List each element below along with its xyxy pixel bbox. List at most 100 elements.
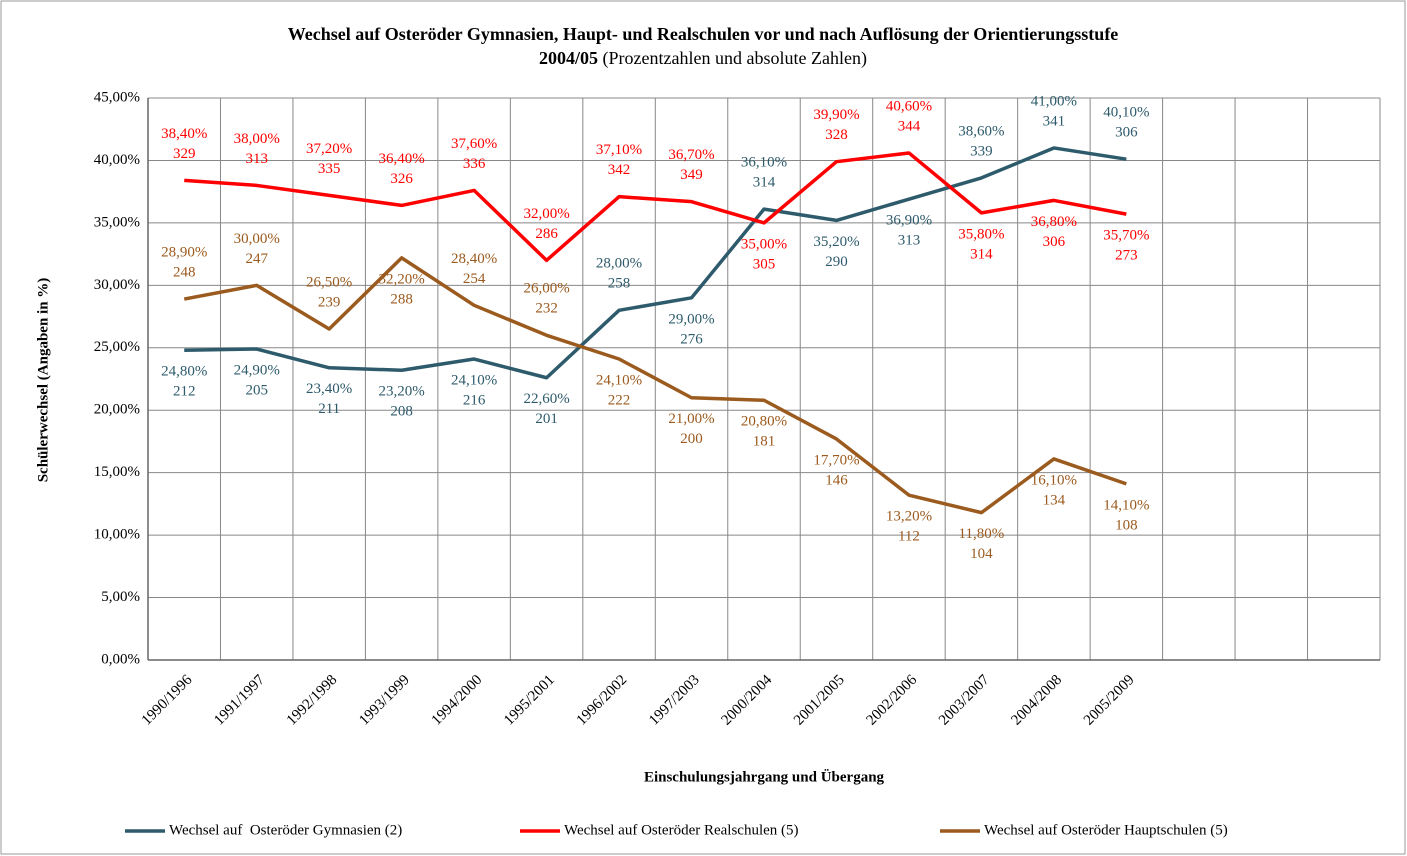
data-label: 35,00% — [741, 236, 787, 252]
data-label: 37,20% — [306, 141, 352, 157]
y-tick-label: 45,00% — [94, 89, 140, 105]
data-label: 38,40% — [161, 126, 207, 142]
count-label: 112 — [898, 529, 920, 545]
count-label: 239 — [318, 294, 341, 310]
y-tick-label: 15,00% — [94, 464, 140, 480]
data-label: 36,70% — [668, 147, 714, 163]
count-label: 211 — [318, 401, 340, 417]
data-label: 35,20% — [813, 234, 859, 250]
y-tick-label: 40,00% — [94, 152, 140, 168]
count-label: 314 — [970, 246, 993, 262]
data-label: 40,60% — [886, 98, 932, 114]
count-label: 305 — [753, 256, 776, 272]
count-label: 212 — [173, 384, 196, 400]
data-label: 24,80% — [161, 364, 207, 380]
count-label: 108 — [1115, 517, 1138, 533]
data-label: 36,40% — [379, 151, 425, 167]
data-label: 28,90% — [161, 245, 207, 261]
data-label: 24,10% — [596, 372, 642, 388]
count-label: 208 — [390, 404, 413, 420]
subtitle-bold: 2004/05 — [539, 48, 598, 68]
count-label: 341 — [1043, 113, 1066, 129]
data-label: 26,00% — [523, 281, 569, 297]
data-label: 38,60% — [958, 123, 1004, 139]
count-label: 273 — [1115, 248, 1138, 264]
count-label: 276 — [680, 331, 703, 347]
data-label: 32,00% — [523, 206, 569, 222]
count-label: 329 — [173, 146, 196, 162]
data-label: 21,00% — [668, 411, 714, 427]
y-tick-label: 30,00% — [94, 277, 140, 293]
data-label: 37,60% — [451, 136, 497, 152]
count-label: 342 — [608, 162, 631, 178]
data-label: 37,10% — [596, 142, 642, 158]
series-line — [184, 151, 1127, 263]
count-label: 222 — [608, 392, 631, 408]
data-label: 30,00% — [234, 231, 280, 247]
data-label: 36,90% — [886, 213, 932, 229]
y-axis-title: Schülerwechsel (Angaben in %) — [35, 278, 51, 483]
count-label: 248 — [173, 265, 196, 281]
count-label: 336 — [463, 156, 486, 172]
data-label: 35,70% — [1103, 228, 1149, 244]
x-axis-title: Einschulungsjahrgang und Übergang — [644, 768, 885, 785]
data-label: 23,40% — [306, 381, 352, 397]
data-label: 26,50% — [306, 274, 352, 290]
count-label: 339 — [970, 143, 993, 159]
chart-subtitle: 2004/05 (Prozentzahlen und absolute Zahl… — [539, 48, 867, 69]
y-tick-label: 5,00% — [101, 589, 140, 605]
data-label: 28,40% — [451, 251, 497, 267]
count-label: 335 — [318, 161, 341, 177]
data-label: 13,20% — [886, 509, 932, 525]
data-label: 24,90% — [234, 362, 280, 378]
data-label: 40,10% — [1103, 105, 1149, 121]
data-label: 41,00% — [1031, 93, 1077, 109]
count-label: 216 — [463, 392, 486, 408]
count-label: 205 — [245, 382, 268, 398]
chart-title: Wechsel auf Osteröder Gymnasien, Haupt- … — [288, 24, 1119, 44]
data-label: 24,10% — [451, 372, 497, 388]
series-line — [183, 256, 1127, 515]
count-label: 344 — [898, 118, 921, 134]
count-label: 200 — [680, 431, 703, 447]
y-tick-label: 10,00% — [94, 527, 140, 543]
data-label: 32,20% — [379, 271, 425, 287]
data-label: 11,80% — [959, 526, 1005, 542]
data-label: 22,60% — [523, 391, 569, 407]
count-label: 306 — [1115, 125, 1138, 141]
data-label: 23,20% — [379, 384, 425, 400]
series-line — [184, 146, 1127, 380]
count-label: 258 — [608, 276, 631, 292]
count-label: 247 — [245, 251, 268, 267]
data-label: 38,00% — [234, 131, 280, 147]
y-tick-label: 25,00% — [94, 339, 140, 355]
legend-label: Wechsel auf Osteröder Gymnasien (2) — [169, 822, 402, 838]
count-label: 254 — [463, 271, 486, 287]
count-label: 290 — [825, 254, 848, 270]
legend-label: Wechsel auf Osteröder Realschulen (5) — [564, 822, 799, 838]
count-label: 306 — [1043, 234, 1066, 250]
y-tick-label: 0,00% — [101, 651, 140, 667]
data-label: 36,10% — [741, 155, 787, 171]
count-label: 288 — [390, 291, 413, 307]
subtitle-text: (Prozentzahlen und absolute Zahlen) — [603, 48, 867, 69]
count-label: 146 — [825, 472, 848, 488]
count-label: 181 — [753, 434, 776, 450]
data-label: 35,80% — [958, 226, 1004, 242]
count-label: 328 — [825, 127, 848, 143]
data-label: 28,00% — [596, 256, 642, 272]
y-tick-label: 20,00% — [94, 402, 140, 418]
legend-label: Wechsel auf Osteröder Hauptschulen (5) — [984, 822, 1228, 838]
data-label: 29,00% — [668, 311, 714, 327]
data-label: 17,70% — [813, 452, 859, 468]
y-tick-label: 35,00% — [94, 214, 140, 230]
count-label: 314 — [753, 175, 776, 191]
count-label: 313 — [898, 233, 921, 249]
data-label: 39,90% — [813, 107, 859, 123]
count-label: 326 — [390, 171, 413, 187]
data-label: 16,10% — [1031, 472, 1077, 488]
count-label: 286 — [535, 226, 558, 242]
count-label: 349 — [680, 167, 703, 183]
